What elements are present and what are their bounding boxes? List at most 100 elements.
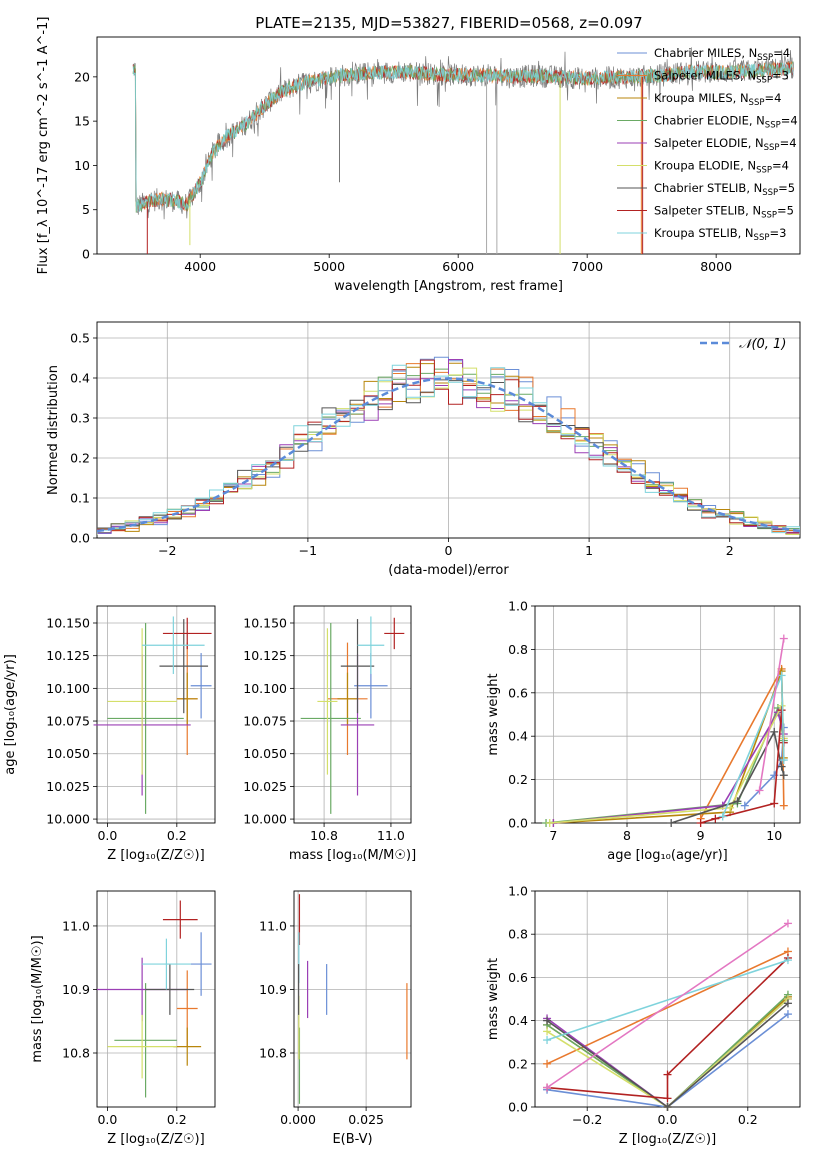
y-tick-label: 5 <box>82 202 90 217</box>
y-tick-label: 10.050 <box>46 746 90 761</box>
y-tick-label: 0.1 <box>70 491 90 506</box>
y-tick-label: 10.075 <box>46 714 90 729</box>
legend-value: =4 <box>764 91 781 105</box>
y-tick-label: 0.6 <box>508 685 528 700</box>
y-tick-label: 10.100 <box>243 681 287 696</box>
y-tick-label: 0.3 <box>70 411 90 426</box>
x-tick-label: 1 <box>585 543 593 558</box>
x-tick-label: 8 <box>623 828 631 843</box>
y-axis-label: mass weight <box>486 673 501 755</box>
y-tick-label: 10.9 <box>62 982 90 997</box>
legend-value: =4 <box>773 46 790 60</box>
x-tick-label: 5000 <box>313 259 345 274</box>
y-axis-label: Flux [f_λ 10^-17 erg cm^-2 s^-1 A^-1] <box>36 17 51 275</box>
legend-label: Chabrier ELODIE, NSSP=4 <box>654 114 798 131</box>
y-tick-label: 10.000 <box>243 812 287 827</box>
legend-subscript: SSP <box>754 233 770 243</box>
x-tick-label: 0.2 <box>738 1112 758 1127</box>
mass-weight-vs-age-panel: 7 8 9 10 0.0 0.2 0.4 0.6 0.8 1.0 age [log₁₀(age/yr… <box>486 599 801 863</box>
y-tick-label: 0.4 <box>508 1013 528 1028</box>
y-tick-label: 11.0 <box>62 918 90 933</box>
histogram-lines <box>97 356 800 536</box>
x-axis-label: (data-model)/error <box>388 563 509 578</box>
legend-subscript: SSP <box>762 188 778 198</box>
normal-curve <box>97 377 800 533</box>
x-tick-label: 0.000 <box>280 1112 316 1127</box>
y-tick-label: 10.125 <box>243 648 287 663</box>
y-tick-label: 10 <box>74 158 90 173</box>
legend-label: Salpeter MILES, NSSP=3 <box>654 69 789 86</box>
y-tick-label: 10.125 <box>46 648 90 663</box>
axes-frame <box>293 890 412 1108</box>
y-tick-label: 10.025 <box>46 779 90 794</box>
x-tick-label: 7 <box>549 828 557 843</box>
y-tick-label: 0.4 <box>70 371 90 386</box>
x-tick-label: 11.0 <box>377 828 405 843</box>
mass-vs-ebv-panel: 0.000 0.025 10.8 10.9 11.0 E(B-V) <box>259 890 412 1147</box>
x-axis-label: age [log₁₀(age/yr)] <box>607 848 728 863</box>
x-axis-label: Z [log₁₀(Z/Z☉)] <box>107 1132 204 1147</box>
y-tick-label: 0.2 <box>70 451 90 466</box>
y-tick-label: 0.0 <box>70 531 90 546</box>
legend-value: =4 <box>772 159 789 173</box>
y-tick-label: 0.2 <box>508 772 528 787</box>
y-tick-label: 0 <box>82 247 90 262</box>
mass-weight-line-9 <box>546 922 789 1089</box>
y-tick-label: 1.0 <box>508 884 528 899</box>
mass-weight-line-9 <box>758 638 785 791</box>
legend-label: Kroupa MILES, NSSP=4 <box>654 91 781 108</box>
residuals-panel: −2 −1 0 1 2 0.0 0.1 0.2 0.3 0.4 0.5 (data-model)/er… <box>46 321 801 578</box>
x-tick-label: 0.025 <box>348 1112 384 1127</box>
legend-value: =3 <box>772 69 789 83</box>
y-tick-label: 1.0 <box>508 599 528 614</box>
y-tick-label: 15 <box>74 114 90 129</box>
x-axis-label: Z [log₁₀(Z/Z☉)] <box>619 1132 716 1147</box>
legend-label: Chabrier STELIB, NSSP=5 <box>654 181 795 198</box>
y-tick-label: 10.150 <box>243 615 287 630</box>
x-tick-label: 4000 <box>184 259 216 274</box>
x-tick-label: 9 <box>697 828 705 843</box>
x-tick-label: 8000 <box>700 259 732 274</box>
y-axis-label: mass [log₁₀(M/M☉)] <box>30 935 45 1062</box>
legend-subscript: SSP <box>757 53 773 63</box>
x-axis-label: Z [log₁₀(Z/Z☉)] <box>107 848 204 863</box>
x-tick-label: −0.2 <box>572 1112 602 1127</box>
x-axis-label: wavelength [Angstrom, rest frame] <box>334 279 563 294</box>
legend-label: 𝒩(0, 1) <box>739 337 786 352</box>
x-axis-label: mass [log₁₀(M/M☉)] <box>289 848 416 863</box>
residual-histogram-8 <box>97 364 800 534</box>
y-tick-label: 0.6 <box>508 970 528 985</box>
mass-weight-line-7 <box>546 957 789 1100</box>
y-tick-label: 10.075 <box>243 714 287 729</box>
legend-value: =5 <box>777 204 794 218</box>
legend-subscript: SSP <box>761 211 777 221</box>
legend-label: Salpeter STELIB, NSSP=5 <box>654 204 794 221</box>
model-spectrum-8 <box>132 61 794 212</box>
y-tick-label: 10.9 <box>259 982 287 997</box>
y-tick-label: 0.8 <box>508 642 528 657</box>
mass-weight-vs-Z-panel: −0.2 0.0 0.2 0.0 0.2 0.4 0.6 0.8 1.0 Z [log₁₀(Z/Z… <box>486 884 801 1147</box>
figure-title: PLATE=2135, MJD=53827, FIBERID=0568, z=0… <box>255 14 642 32</box>
y-tick-label: 11.0 <box>259 918 287 933</box>
y-tick-label: 0.0 <box>508 816 528 831</box>
x-tick-label: 0.0 <box>97 828 117 843</box>
x-tick-label: 0.0 <box>97 1112 117 1127</box>
x-tick-label: 10 <box>766 828 782 843</box>
legend-value: =5 <box>778 181 795 195</box>
mass-weight-line-1 <box>699 665 785 820</box>
mass-weight-line-8 <box>546 959 789 1041</box>
x-tick-label: 0 <box>445 543 453 558</box>
x-tick-label: 10.8 <box>310 828 338 843</box>
legend-subscript: SSP <box>756 76 772 86</box>
axes-frame <box>96 36 801 255</box>
axes-frame <box>293 605 412 824</box>
legend-subscript: SSP <box>764 143 780 153</box>
legend-label: Kroupa ELODIE, NSSP=4 <box>654 159 789 176</box>
x-tick-label: −2 <box>158 543 176 558</box>
legend-value: =4 <box>780 136 797 150</box>
legend-subscript: SSP <box>756 166 772 176</box>
x-tick-label: 0.2 <box>167 1112 187 1127</box>
legend-value: =3 <box>769 226 786 240</box>
y-tick-label: 0.2 <box>508 1056 528 1071</box>
